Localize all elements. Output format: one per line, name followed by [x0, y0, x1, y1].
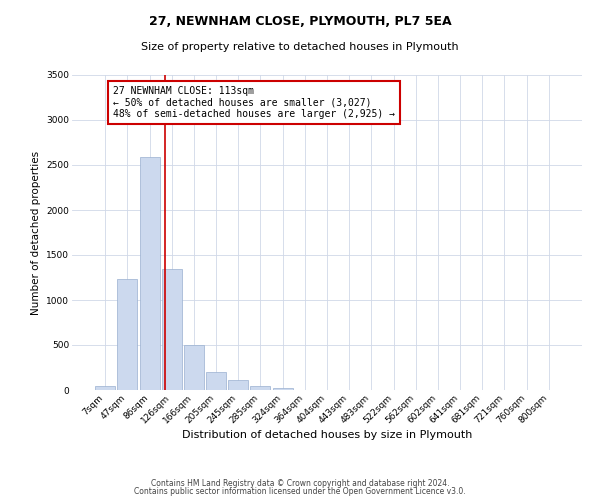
- X-axis label: Distribution of detached houses by size in Plymouth: Distribution of detached houses by size …: [182, 430, 472, 440]
- Bar: [184, 346, 204, 390]
- Bar: [228, 380, 248, 390]
- Bar: [250, 386, 271, 390]
- Text: 27 NEWNHAM CLOSE: 113sqm
← 50% of detached houses are smaller (3,027)
48% of sem: 27 NEWNHAM CLOSE: 113sqm ← 50% of detach…: [113, 86, 395, 119]
- Text: Contains HM Land Registry data © Crown copyright and database right 2024.: Contains HM Land Registry data © Crown c…: [151, 478, 449, 488]
- Text: 27, NEWNHAM CLOSE, PLYMOUTH, PL7 5EA: 27, NEWNHAM CLOSE, PLYMOUTH, PL7 5EA: [149, 15, 451, 28]
- Bar: [118, 280, 137, 390]
- Bar: [95, 386, 115, 390]
- Bar: [206, 372, 226, 390]
- Bar: [272, 388, 293, 390]
- Y-axis label: Number of detached properties: Number of detached properties: [31, 150, 41, 314]
- Bar: [140, 157, 160, 390]
- Bar: [162, 270, 182, 390]
- Text: Contains public sector information licensed under the Open Government Licence v3: Contains public sector information licen…: [134, 487, 466, 496]
- Text: Size of property relative to detached houses in Plymouth: Size of property relative to detached ho…: [141, 42, 459, 52]
